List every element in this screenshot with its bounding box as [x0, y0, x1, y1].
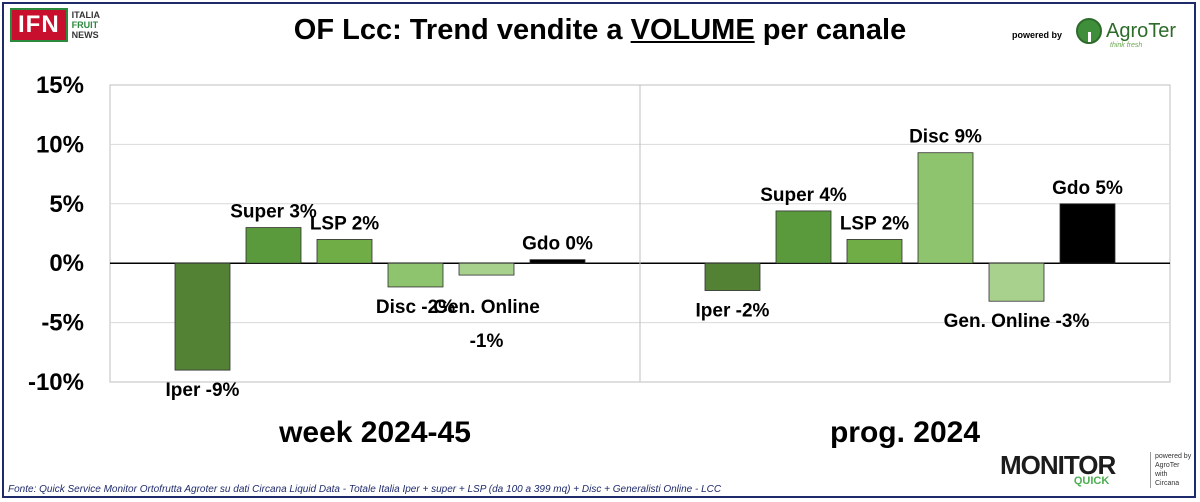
bar	[174, 262, 231, 371]
bar	[917, 152, 974, 264]
bar	[529, 259, 586, 264]
title-emphasis: VOLUME	[630, 14, 755, 46]
y-tick-label: -5%	[41, 310, 84, 337]
data-label: Iper -9%	[166, 380, 240, 401]
bar	[775, 210, 832, 264]
chart-title: OF Lcc: Trend vendite a VOLUME per canal…	[0, 14, 1200, 47]
bar	[704, 262, 761, 291]
credit-line-1: powered by	[1155, 453, 1192, 460]
data-label: LSP 2%	[840, 213, 909, 234]
panel-label: week 2024-45	[278, 416, 471, 449]
ifn-logo-line-3: NEWS	[71, 30, 99, 40]
agroter-brand: AgroTer	[1106, 19, 1177, 42]
bar	[316, 239, 373, 264]
credit-line-4: Circana	[1155, 480, 1180, 487]
bar	[245, 227, 302, 264]
source-footnote: Fonte: Quick Service Monitor Ortofrutta …	[8, 484, 722, 495]
y-tick-label: 10%	[36, 131, 84, 158]
data-label: Gen. Online	[433, 297, 540, 318]
data-label: Gdo 5%	[1052, 178, 1123, 199]
agroter-tagline: think fresh	[1110, 42, 1143, 49]
bar	[458, 262, 515, 276]
data-label: Super 4%	[760, 185, 847, 206]
data-label: Gdo 0%	[522, 234, 593, 255]
bar	[988, 262, 1045, 302]
y-tick-label: -10%	[28, 369, 84, 396]
title-suffix: per canale	[754, 14, 907, 46]
agroter-logo: AgroTer	[1076, 18, 1176, 44]
data-label: LSP 2%	[310, 213, 379, 234]
data-label: -1%	[470, 331, 504, 352]
ifn-logo-line-2: FRUIT	[71, 20, 99, 30]
data-label: Disc -2%	[376, 297, 455, 318]
bar	[846, 239, 903, 264]
tree-icon	[1076, 18, 1102, 44]
y-tick-label: 15%	[36, 72, 84, 99]
data-label: Iper -2%	[696, 301, 770, 322]
ifn-logo-subtitle: ITALIA FRUIT NEWS	[72, 10, 100, 40]
credit-line-2: AgroTer	[1155, 462, 1180, 469]
powered-by-label: powered by	[1012, 30, 1063, 40]
monitor-quick-word: MONITOR	[1000, 450, 1116, 480]
ifn-logo-mark: IFN	[10, 8, 68, 42]
panel-label: prog. 2024	[830, 416, 980, 449]
data-label: Disc 9%	[909, 127, 982, 148]
monitor-quick-logo: MONITOR QUICK	[1000, 450, 1116, 487]
monitor-quick-credits: powered by AgroTer with Circana	[1150, 452, 1191, 488]
data-label: Gen. Online -3%	[944, 311, 1090, 332]
monitor-quick-sub: QUICK	[1073, 475, 1110, 487]
bar	[1059, 203, 1116, 264]
y-tick-label: 5%	[49, 191, 84, 218]
y-tick-label: 0%	[49, 250, 84, 277]
bar	[387, 262, 444, 288]
credit-line-3: with	[1155, 471, 1168, 478]
ifn-logo: IFN ITALIA FRUIT NEWS	[10, 8, 100, 42]
ifn-logo-line-1: ITALIA	[71, 10, 100, 20]
data-label: Super 3%	[230, 202, 317, 223]
title-prefix: OF Lcc: Trend vendite a	[293, 14, 631, 46]
